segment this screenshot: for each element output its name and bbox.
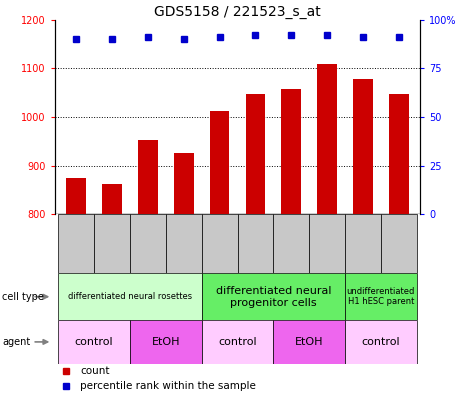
Text: EtOH: EtOH: [295, 337, 323, 347]
Bar: [66, 178, 86, 214]
Bar: [345, 273, 417, 320]
Bar: [138, 140, 158, 214]
Bar: [238, 214, 273, 273]
Bar: [317, 64, 337, 214]
Bar: [209, 111, 229, 214]
Bar: [246, 94, 266, 214]
Bar: [58, 273, 202, 320]
Text: undifferentiated
H1 hESC parent: undifferentiated H1 hESC parent: [347, 287, 415, 307]
Bar: [202, 214, 238, 273]
Bar: [345, 214, 381, 273]
Bar: [166, 214, 202, 273]
Text: agent: agent: [2, 337, 30, 347]
Bar: [345, 320, 417, 364]
Bar: [202, 273, 345, 320]
Bar: [130, 320, 202, 364]
Text: differentiated neural rosettes: differentiated neural rosettes: [68, 292, 192, 301]
Bar: [381, 214, 417, 273]
Text: EtOH: EtOH: [152, 337, 180, 347]
Text: control: control: [361, 337, 400, 347]
Bar: [174, 153, 194, 214]
Bar: [202, 320, 273, 364]
Bar: [353, 79, 373, 214]
Bar: [281, 89, 301, 214]
Bar: [130, 214, 166, 273]
Bar: [273, 320, 345, 364]
Title: GDS5158 / 221523_s_at: GDS5158 / 221523_s_at: [154, 5, 321, 18]
Text: differentiated neural
progenitor cells: differentiated neural progenitor cells: [216, 286, 331, 307]
Text: count: count: [80, 366, 110, 376]
Text: cell type: cell type: [2, 292, 44, 302]
Text: control: control: [75, 337, 114, 347]
Text: percentile rank within the sample: percentile rank within the sample: [80, 381, 256, 391]
Bar: [273, 214, 309, 273]
Bar: [309, 214, 345, 273]
Bar: [389, 94, 408, 214]
Text: control: control: [218, 337, 257, 347]
Bar: [58, 214, 94, 273]
Bar: [102, 184, 122, 214]
Bar: [58, 320, 130, 364]
Bar: [94, 214, 130, 273]
